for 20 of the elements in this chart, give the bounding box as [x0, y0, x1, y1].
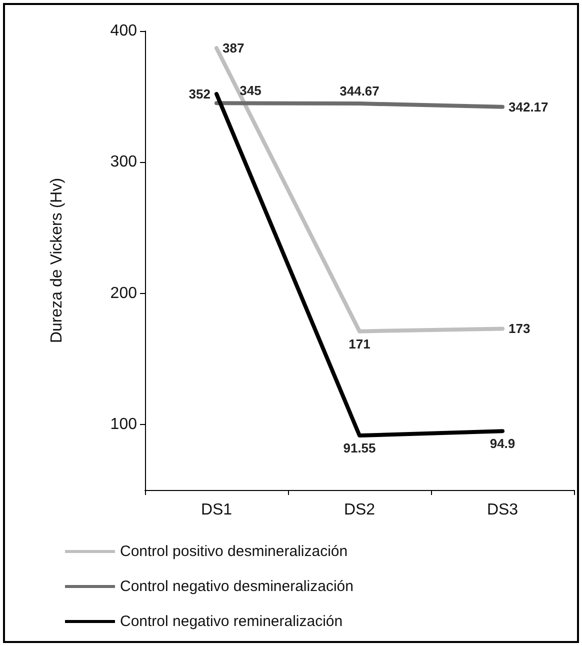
x-tick-label: DS2 [344, 502, 376, 518]
legend-label: Control negativo remineralización [120, 613, 343, 630]
x-tick-label: DS3 [486, 502, 518, 518]
legend-label: Control positivo desmineralización [120, 543, 348, 560]
y-tick-label: 200 [110, 284, 138, 302]
data-label: 344.67 [340, 84, 380, 99]
y-tick-label: 300 [110, 154, 138, 171]
data-label: 387 [222, 40, 244, 56]
y-axis-title: Dureza de Vickers (Hv) [48, 178, 66, 344]
data-label: 171 [348, 336, 370, 352]
data-label: 94.9 [490, 436, 516, 452]
x-tick-label: DS1 [200, 502, 232, 518]
legend-label: Control negativo desmineralización [120, 578, 354, 595]
data-label: 91.55 [343, 440, 376, 456]
data-label: 173 [508, 321, 530, 336]
y-tick-label: 100 [110, 416, 138, 433]
data-label: 345 [240, 83, 262, 98]
data-label: 352 [188, 86, 210, 102]
y-tick-label: 400 [110, 22, 138, 40]
data-label: 342.17 [508, 99, 548, 114]
